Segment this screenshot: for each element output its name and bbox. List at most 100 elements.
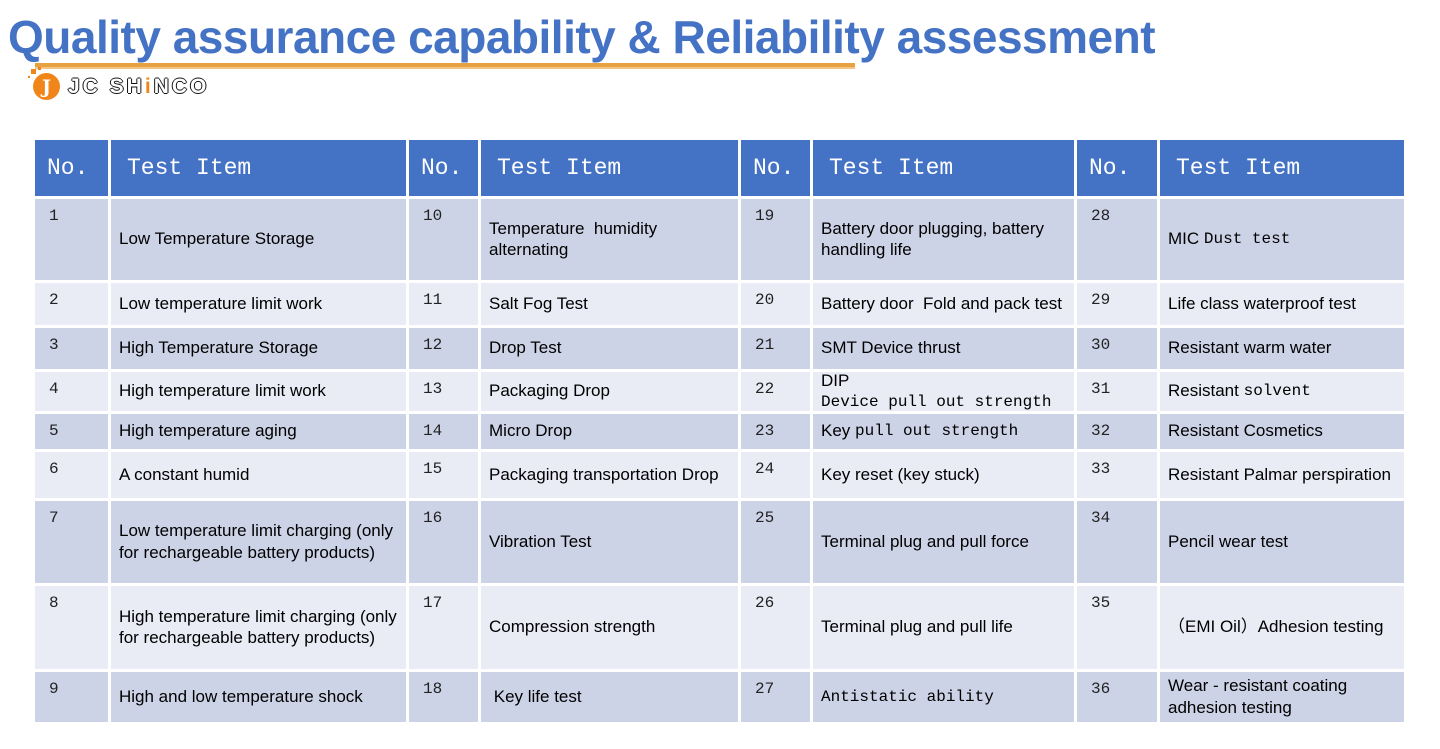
test-item-cell: Salt Fog Test (481, 282, 738, 325)
test-item-cell: Drop Test (481, 327, 738, 369)
row-number-cell: 5 (35, 413, 108, 449)
test-item-text: pull out strength (855, 422, 1019, 441)
table-header-no: No. (741, 139, 810, 196)
test-item-text: Battery door Fold and pack test (821, 293, 1062, 313)
test-item-cell: High temperature aging (111, 413, 406, 449)
test-item-text: Antistatic ability (821, 687, 994, 706)
test-item-text: Packaging transportation Drop (489, 464, 719, 484)
row-number-cell: 18 (409, 671, 478, 722)
row-number-cell: 10 (409, 198, 478, 280)
test-item-text: A constant humid (119, 464, 250, 484)
test-item-cell: Packaging Drop (481, 371, 738, 411)
test-item-text: Device pull out strength (821, 392, 1052, 411)
test-item-text: SMT Device thrust (821, 338, 961, 358)
row-number-cell: 36 (1077, 671, 1157, 722)
test-item-cell: Resistant warm water (1160, 327, 1404, 369)
logo-spark-icon (38, 67, 41, 71)
test-item-cell: Temperature humidity alternating (481, 198, 738, 280)
test-item-cell: DIP Device pull out strength (813, 371, 1074, 411)
test-item-cell: Key reset (key stuck) (813, 451, 1074, 498)
table-header-no: No. (409, 139, 478, 196)
row-number-cell: 34 (1077, 500, 1157, 583)
test-item-text: Low temperature limit work (119, 293, 323, 313)
row-number-cell: 31 (1077, 371, 1157, 411)
row-number-cell: 23 (741, 413, 810, 449)
row-number-cell: 4 (35, 371, 108, 411)
table-header-no: No. (1077, 139, 1157, 196)
logo-brand-i: i (144, 74, 154, 98)
test-item-text: Resistant warm water (1168, 338, 1332, 358)
test-item-cell: Key pull out strength (813, 413, 1074, 449)
test-item-text: solvent (1243, 382, 1311, 401)
row-number-cell: 24 (741, 451, 810, 498)
row-number-cell: 12 (409, 327, 478, 369)
test-item-text: Key life test (489, 686, 582, 706)
test-item-text: Wear - resistant coating adhesion testin… (1168, 676, 1352, 717)
test-item-cell: （EMI Oil）Adhesion testing (1160, 585, 1404, 669)
test-item-text: Low Temperature Storage (119, 229, 315, 249)
test-item-cell: Battery door plugging, battery handling … (813, 198, 1074, 280)
test-item-text: Vibration Test (489, 531, 592, 551)
test-item-cell: Vibration Test (481, 500, 738, 583)
test-item-cell: A constant humid (111, 451, 406, 498)
test-item-text: Low temperature limit charging (only for… (119, 521, 398, 562)
test-item-text: Battery door plugging, battery handling … (821, 218, 1049, 260)
row-number-cell: 32 (1077, 413, 1157, 449)
test-item-text: High temperature aging (119, 421, 297, 441)
test-item-text: Terminal plug and pull life (821, 617, 1013, 637)
test-item-text: High Temperature Storage (119, 338, 319, 358)
test-item-text: Resistant (1168, 381, 1244, 401)
test-item-cell: Packaging transportation Drop (481, 451, 738, 498)
table-header-test-item: Test Item (111, 139, 406, 196)
test-item-cell: Resistant Palmar perspiration (1160, 451, 1404, 498)
row-number-cell: 30 (1077, 327, 1157, 369)
row-number-cell: 26 (741, 585, 810, 669)
row-number-cell: 17 (409, 585, 478, 669)
test-item-cell: High temperature limit charging (only fo… (111, 585, 406, 669)
row-number-cell: 14 (409, 413, 478, 449)
test-item-cell: Low temperature limit charging (only for… (111, 500, 406, 583)
logo-brand-prefix: JC SH (68, 74, 145, 98)
table-header-no: No. (35, 139, 108, 196)
test-item-cell: Life class waterproof test (1160, 282, 1404, 325)
test-item-text: （EMI Oil）Adhesion testing (1168, 617, 1384, 637)
row-number-cell: 13 (409, 371, 478, 411)
row-number-cell: 35 (1077, 585, 1157, 669)
test-item-table: No. Test Item No. Test Item No. Test Item No. T… (35, 139, 1404, 722)
test-item-cell: Battery door Fold and pack test (813, 282, 1074, 325)
test-item-text: Resistant Palmar perspiration (1168, 464, 1391, 484)
test-item-cell: Antistatic ability (813, 671, 1074, 722)
test-item-cell: Terminal plug and pull force (813, 500, 1074, 583)
row-number-cell: 7 (35, 500, 108, 583)
test-item-text: Terminal plug and pull force (821, 531, 1029, 551)
row-number-cell: 19 (741, 198, 810, 280)
logo-spark-icon (31, 69, 36, 75)
row-number-cell: 29 (1077, 282, 1157, 325)
table-header-test-item: Test Item (1160, 139, 1404, 196)
test-item-text: MIC (1168, 229, 1204, 249)
test-item-cell: Resistant Cosmetics (1160, 413, 1404, 449)
test-item-cell: Wear - resistant coating adhesion testin… (1160, 671, 1404, 722)
test-item-cell: High and low temperature shock (111, 671, 406, 722)
row-number-cell: 9 (35, 671, 108, 722)
test-item-text: Pencil wear test (1168, 531, 1288, 551)
test-item-cell: Low temperature limit work (111, 282, 406, 325)
test-item-text: Compression strength (489, 617, 656, 637)
row-number-cell: 22 (741, 371, 810, 411)
row-number-cell: 21 (741, 327, 810, 369)
test-item-text: High temperature limit charging (only fo… (119, 606, 402, 648)
test-item-cell: Micro Drop (481, 413, 738, 449)
title-underline-rule (35, 62, 855, 69)
row-number-cell: 20 (741, 282, 810, 325)
test-item-text: Key reset (key stuck) (821, 464, 980, 484)
logo-spark-icon (28, 76, 30, 79)
test-item-text: Temperature humidity alternating (489, 218, 662, 260)
test-item-cell: Compression strength (481, 585, 738, 669)
row-number-cell: 3 (35, 327, 108, 369)
test-item-text: Micro Drop (489, 421, 573, 441)
logo-brand-suffix: NCO (153, 74, 210, 98)
logo: J JC SHiNCO (28, 67, 1440, 102)
test-item-cell: MIC Dust test (1160, 198, 1404, 280)
test-item-text: Packaging Drop (489, 381, 610, 401)
test-item-text: Drop Test (489, 338, 562, 358)
